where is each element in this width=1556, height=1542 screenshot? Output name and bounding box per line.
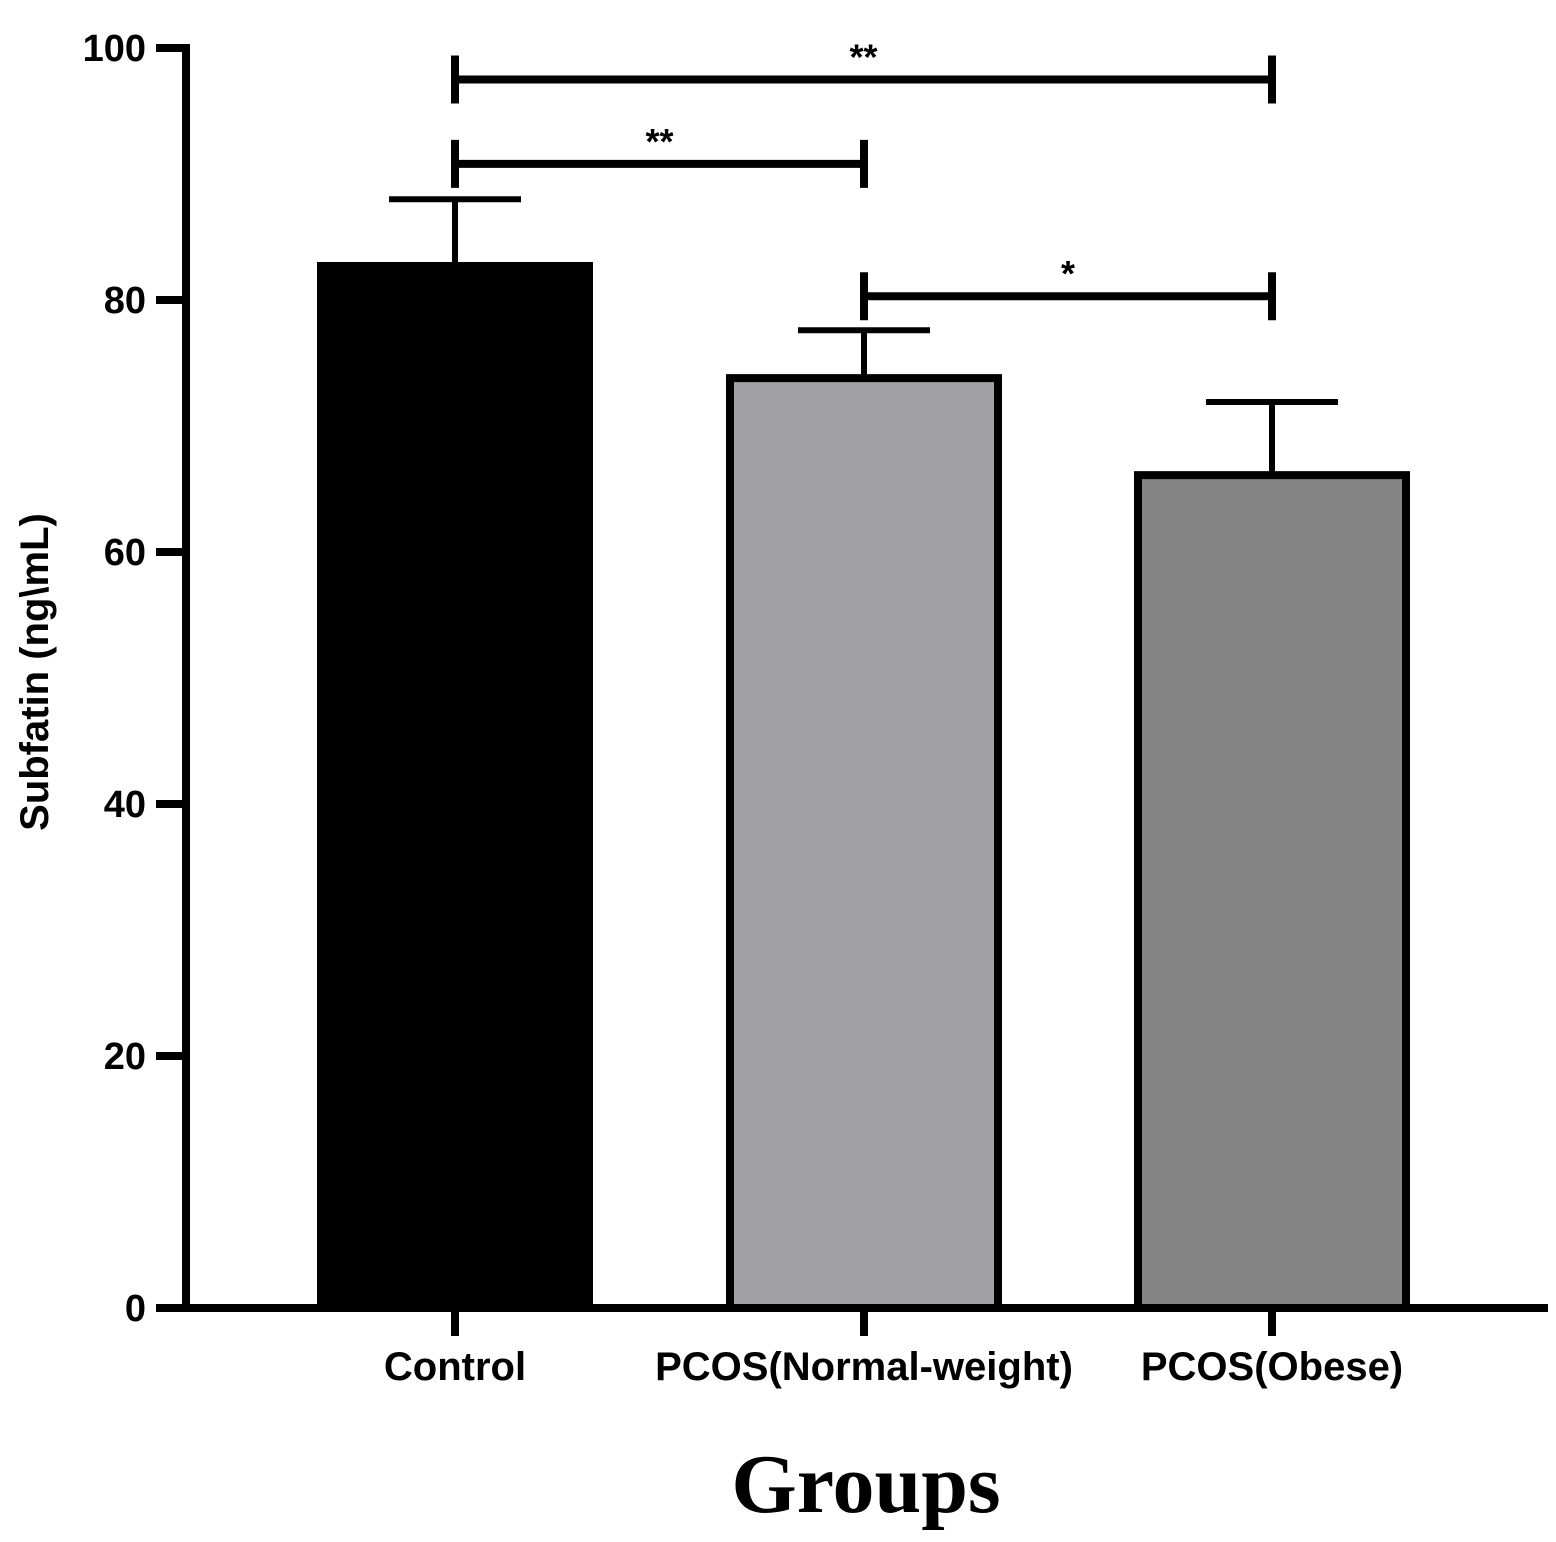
bar	[317, 261, 593, 1313]
x-axis-label: Groups	[731, 1438, 1000, 1531]
significance-label: **	[645, 121, 673, 162]
x-tick-label: Control	[384, 1345, 526, 1389]
x-tick-label: PCOS(Normal-weight)	[655, 1345, 1073, 1389]
y-ticks-layer: 0 20 40 60 80 100	[83, 28, 186, 1330]
y-axis-label: Subfatin (ng\mL)	[13, 513, 57, 831]
bar	[1134, 471, 1410, 1312]
y-tick-label: 0	[125, 1288, 146, 1330]
y-tick-label: 80	[104, 280, 146, 322]
error-bars-layer	[389, 196, 1338, 476]
bars-layer	[317, 261, 1410, 1313]
bar	[726, 374, 1002, 1312]
x-ticks-layer: Control PCOS(Normal-weight) PCOS(Obese)	[384, 1308, 1403, 1389]
significance-layer: *****	[451, 37, 1276, 321]
x-tick-label: PCOS(Obese)	[1141, 1345, 1403, 1389]
axes-layer	[156, 44, 1548, 1312]
y-tick-label: 100	[83, 28, 146, 70]
y-tick-label: 60	[104, 532, 146, 574]
significance-label: **	[849, 37, 877, 78]
significance-label: *	[1061, 253, 1075, 294]
y-tick-label: 20	[104, 1036, 146, 1078]
y-tick-label: 40	[104, 784, 146, 826]
